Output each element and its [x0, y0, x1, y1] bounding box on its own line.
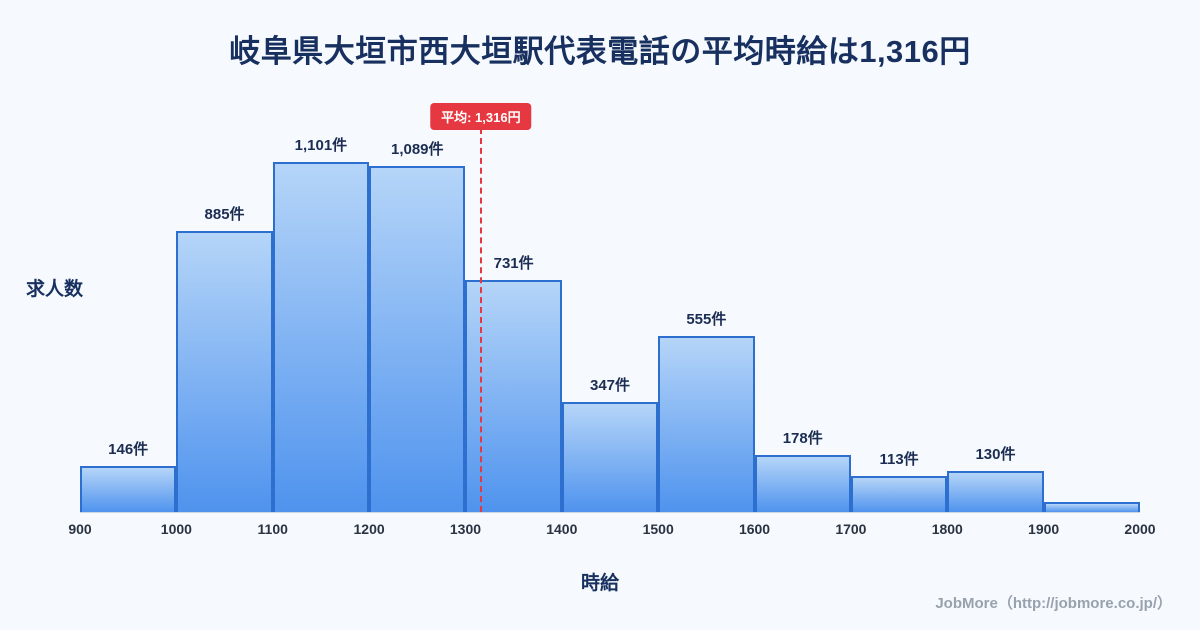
chart-title: 岐阜県大垣市西大垣駅代表電話の平均時給は1,316円: [229, 34, 971, 69]
bar-value-label: 885件: [204, 205, 245, 223]
histogram-bar: [176, 230, 273, 512]
histogram-bar: [658, 335, 755, 512]
y-axis-label: 求人数: [26, 279, 84, 300]
x-tick-label: 2000: [1124, 521, 1156, 537]
x-tick-label: 1900: [1028, 521, 1060, 537]
x-tick-label: 1000: [160, 521, 192, 537]
bar-value-label: 130件: [975, 445, 1016, 463]
histogram-bar: [369, 165, 466, 512]
histogram-bar: [561, 401, 659, 512]
x-tick-label: 1400: [546, 521, 578, 537]
bar-value-label: 146件: [108, 440, 149, 458]
histogram-bar: [947, 470, 1044, 512]
x-tick-label: 1800: [931, 521, 963, 537]
histogram-bar: [754, 455, 851, 512]
x-tick-label: 1600: [738, 521, 771, 537]
x-tick-label: 1700: [835, 521, 867, 537]
bar-value-label: 347件: [589, 376, 631, 394]
x-tick-label: 1200: [353, 521, 385, 537]
plot-area: 146件 885件 1,101件 1,089件 731件 347件 555件 178件 113件…: [80, 112, 1140, 512]
bar-value-label: 113件: [879, 451, 919, 469]
bar-value-label: 1,101件: [294, 137, 348, 154]
average-line: [479, 128, 482, 512]
histogram-bar: [80, 465, 177, 512]
bar-value-label: 731件: [493, 254, 534, 272]
x-tick-label: 1100: [257, 521, 288, 537]
x-axis-line: [80, 512, 1140, 513]
x-axis-ticks: 900 1000 1100 1200 1300 1400 1500 1600 1700 1800 1…: [68, 521, 1155, 541]
footer-credit: JobMore（http://jobmore.co.jp/）: [935, 595, 1172, 612]
histogram-bar: [272, 162, 370, 512]
histogram-bar: [1043, 502, 1140, 512]
bar-value-label: 1,089件: [390, 140, 444, 158]
average-badge: 平均: 1,316円: [430, 103, 532, 130]
x-tick-label: 900: [68, 521, 92, 537]
bar-value-label: 178件: [782, 430, 823, 448]
x-tick-label: 1500: [642, 521, 674, 537]
x-axis-label: 時給: [580, 573, 619, 594]
bar-value-label: 555件: [686, 310, 727, 328]
histogram-bar: [850, 476, 948, 512]
x-tick-label: 1300: [449, 521, 482, 537]
